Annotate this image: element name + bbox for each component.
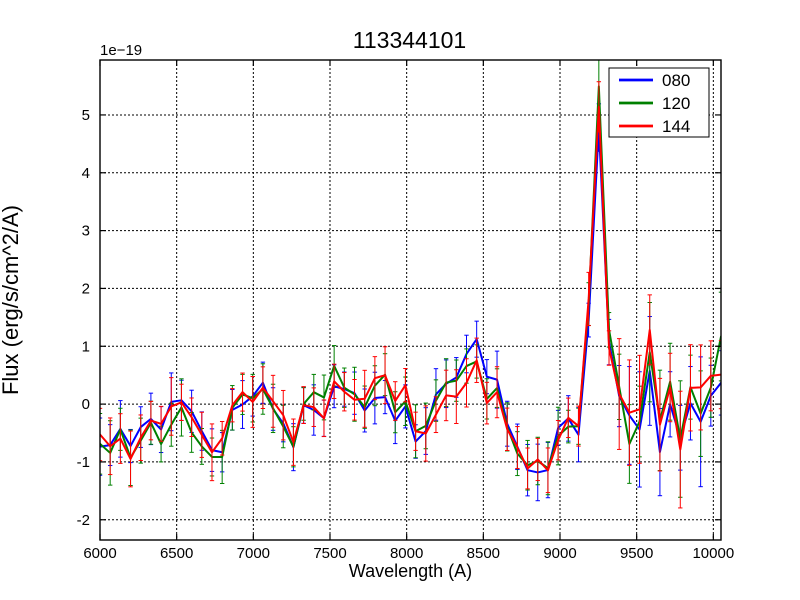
svg-text:7000: 7000 xyxy=(237,545,270,562)
svg-text:4: 4 xyxy=(82,165,90,182)
svg-text:113344101: 113344101 xyxy=(353,27,466,53)
svg-text:9000: 9000 xyxy=(543,545,576,562)
svg-text:120: 120 xyxy=(662,94,690,113)
svg-text:1e−19: 1e−19 xyxy=(100,42,142,59)
svg-text:5: 5 xyxy=(82,107,90,124)
svg-text:10000: 10000 xyxy=(692,545,734,562)
svg-text:144: 144 xyxy=(662,117,690,136)
svg-text:6000: 6000 xyxy=(83,545,116,562)
svg-text:-2: -2 xyxy=(77,512,90,529)
svg-text:Wavelength (A): Wavelength (A) xyxy=(349,561,472,581)
svg-text:1: 1 xyxy=(82,338,90,355)
svg-text:080: 080 xyxy=(662,71,690,90)
svg-text:0: 0 xyxy=(82,396,90,413)
svg-text:2: 2 xyxy=(82,280,90,297)
svg-text:-1: -1 xyxy=(77,454,90,471)
svg-text:6500: 6500 xyxy=(160,545,193,562)
svg-text:9500: 9500 xyxy=(620,545,653,562)
svg-text:Flux (erg/s/cm^2/A): Flux (erg/s/cm^2/A) xyxy=(0,205,23,395)
svg-text:8500: 8500 xyxy=(467,545,500,562)
svg-text:8000: 8000 xyxy=(390,545,423,562)
svg-text:7500: 7500 xyxy=(313,545,346,562)
svg-text:3: 3 xyxy=(82,223,90,240)
